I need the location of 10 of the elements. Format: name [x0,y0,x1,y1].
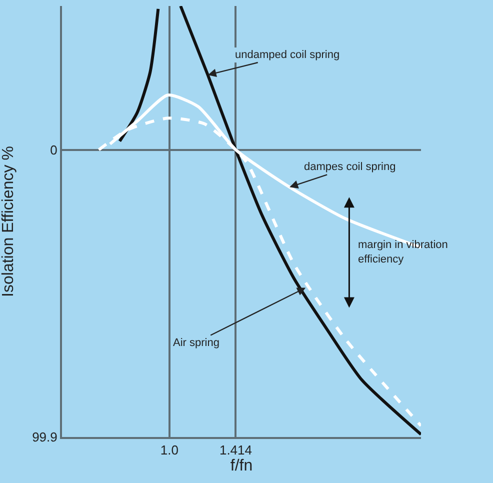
x-tick-label: 1.0 [160,442,178,458]
annotation: Air spring [173,337,220,349]
annotation: undamped coil spring [235,49,340,61]
annotation: dampes coil spring [304,161,396,173]
annotation: margin in vibration efficiency [358,239,448,266]
x-tick-label: 1.414 [219,442,252,458]
y-tick-label: 99.9 [32,430,58,445]
x-axis-title: f/fn [230,458,253,475]
y-tick-label: 0 [50,142,58,158]
y-axis-title: Isolation Efficiency % [0,146,17,297]
